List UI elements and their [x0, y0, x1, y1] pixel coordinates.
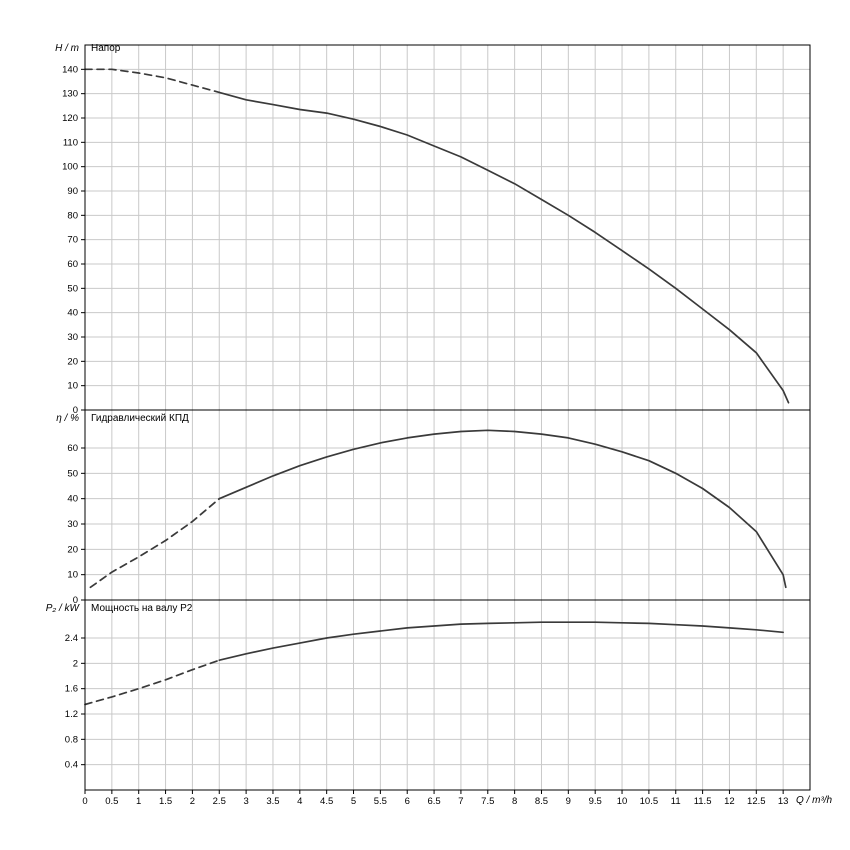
x-tick-label: 1.5: [159, 796, 172, 807]
y-tick-label: 1.6: [65, 684, 78, 695]
y-tick-label: 40: [67, 494, 78, 505]
x-tick-label: 11: [671, 796, 681, 807]
y-tick-label: 60: [67, 259, 78, 270]
x-tick-label: 7.5: [481, 796, 494, 807]
y-tick-label: 50: [67, 468, 78, 479]
x-tick-label: 6.5: [427, 796, 440, 807]
y-tick-label: 140: [62, 64, 78, 75]
curve-head-measured: [218, 91, 790, 404]
panel-power: 0.4 0.8 1.2 1.6 2 2.4: [65, 600, 810, 790]
y-tick-label: 10: [67, 381, 78, 392]
x-tick-label: 11.5: [694, 796, 712, 807]
efficiency-panel-title: Гидравлический КПД: [91, 413, 189, 424]
curve-efficiency-extrapolated: [89, 497, 221, 589]
x-tick-label: 8.5: [535, 796, 548, 807]
x-tick-label: 12.5: [747, 796, 766, 807]
x-tick-label: 12: [724, 796, 735, 807]
y-tick-label: 0: [73, 405, 78, 416]
y-tick-label: 1.2: [65, 709, 78, 720]
curve-efficiency-measured: [218, 429, 787, 589]
x-tick-label: 0: [82, 796, 87, 807]
power-panel-title: Мощность на валу P2: [91, 603, 193, 614]
y-tick-label: 80: [67, 210, 78, 221]
x-tick-label: 2.5: [213, 796, 226, 807]
y-tick-label: 130: [62, 89, 78, 100]
y-tick-label: 0.8: [65, 734, 78, 745]
x-tick-label: 4: [297, 796, 302, 807]
x-tick-label: 9: [566, 796, 571, 807]
y-tick-label: 30: [67, 332, 78, 343]
x-axis: 0 0.5 1 1.5 2 2.5 3 3.5 4 4.5 5 5.5 6 6.5 7 7.5 8 8.5 9 9.5…: [82, 790, 788, 807]
panel-borders: [84, 44, 811, 791]
y-tick-label: 20: [67, 356, 78, 367]
x-tick-label: 0.5: [105, 796, 118, 807]
y-tick-label: 20: [67, 544, 78, 555]
y-tick-label: 0.4: [65, 760, 78, 771]
y-tick-label: 40: [67, 308, 78, 319]
curve-power-measured: [218, 621, 784, 662]
y-tick-label: 120: [62, 113, 78, 124]
x-tick-label: 3: [243, 796, 248, 807]
x-tick-label: 3.5: [266, 796, 279, 807]
efficiency-axis-label: η / %: [56, 413, 79, 424]
x-tick-label: 5: [351, 796, 356, 807]
panel-head: 0 10 20 30 40 50 60 70 80 90 100 110 120 130 140: [62, 45, 810, 416]
x-tick-label: 13: [778, 796, 789, 807]
y-tick-label: 2.4: [65, 633, 78, 644]
panel-efficiency: 0 10 20 30 40 50 60: [67, 410, 810, 606]
x-tick-label: 10.5: [640, 796, 659, 807]
y-tick-label: 2: [73, 658, 78, 669]
y-tick-label: 50: [67, 283, 78, 294]
y-tick-label: 30: [67, 519, 78, 530]
x-tick-label: 7: [458, 796, 463, 807]
x-tick-label: 2: [190, 796, 195, 807]
y-tick-label: 100: [62, 162, 78, 173]
x-tick-label: 10: [617, 796, 628, 807]
head-axis-label: H / m: [55, 43, 79, 54]
x-tick-label: 8: [512, 796, 517, 807]
x-tick-label: 5.5: [374, 796, 387, 807]
y-tick-label: 70: [67, 235, 78, 246]
curve-head-extrapolated: [84, 68, 221, 94]
x-tick-label: 9.5: [589, 796, 602, 807]
x-tick-label: 1: [136, 796, 141, 807]
x-tick-label: 6: [405, 796, 410, 807]
y-tick-label: 90: [67, 186, 78, 197]
curve-power-extrapolated: [84, 659, 221, 706]
y-tick-label: 60: [67, 443, 78, 454]
y-tick-label: 110: [63, 137, 78, 148]
y-tick-label: 0: [73, 595, 78, 606]
head-panel-title: Напор: [91, 43, 121, 54]
y-tick-label: 10: [67, 570, 78, 581]
x-axis-label: Q / m³/h: [796, 795, 833, 806]
x-tick-label: 4.5: [320, 796, 333, 807]
power-axis-label: P₂ / kW: [45, 603, 79, 614]
